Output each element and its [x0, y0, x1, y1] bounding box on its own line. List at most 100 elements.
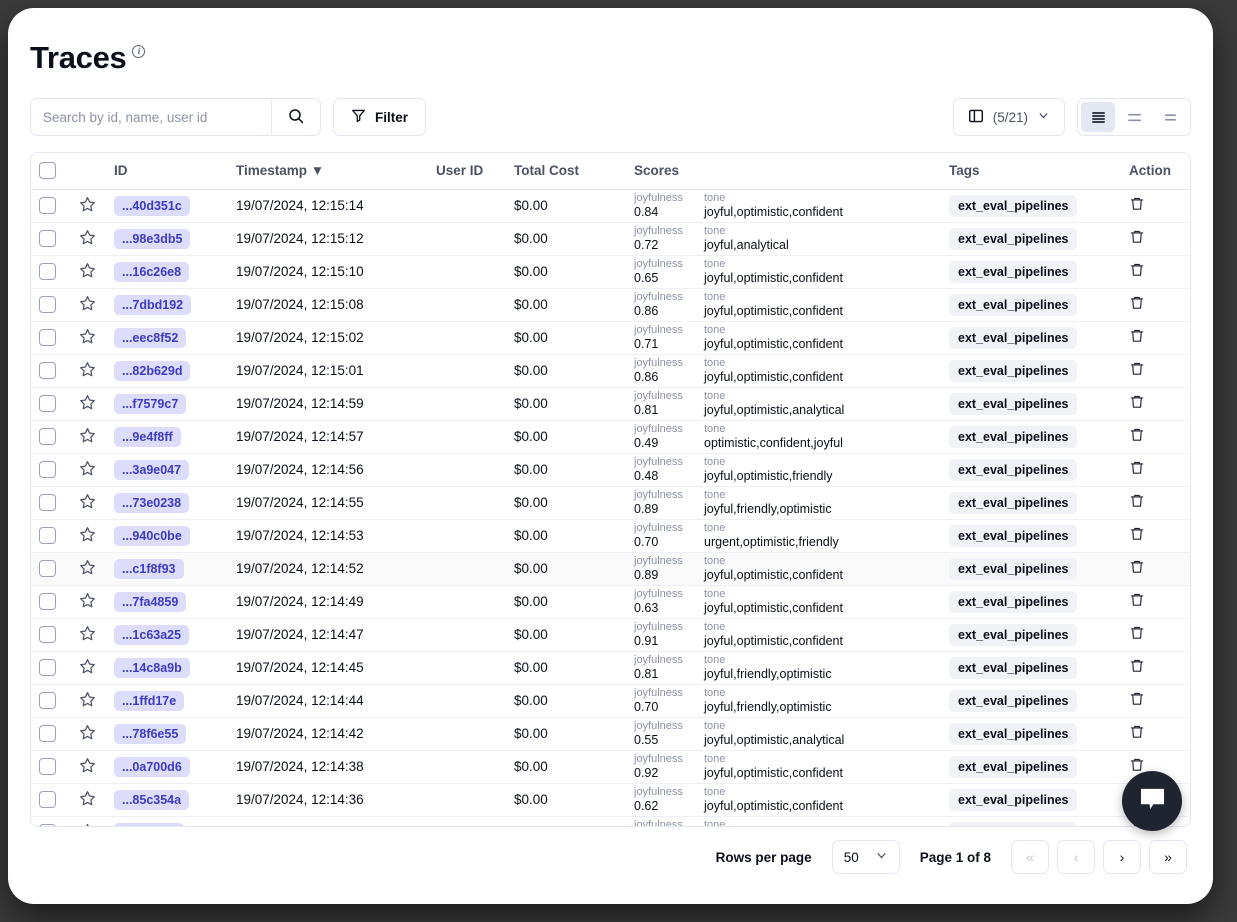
table-row[interactable]: ...73e0238 19/07/2024, 12:14:55 $0.00 joyfu…: [31, 486, 1190, 519]
star-icon[interactable]: [79, 493, 98, 513]
star-icon[interactable]: [79, 427, 98, 447]
delete-button[interactable]: [1129, 724, 1145, 743]
delete-button[interactable]: [1129, 394, 1145, 413]
table-row[interactable]: ...eec8f52 19/07/2024, 12:15:02 $0.00 joyfu…: [31, 321, 1190, 354]
row-checkbox[interactable]: [39, 296, 56, 313]
search-input[interactable]: [31, 99, 271, 135]
tag-badge[interactable]: ext_eval_pipelines: [949, 458, 1078, 481]
prev-page-button[interactable]: ‹: [1057, 840, 1095, 874]
delete-button[interactable]: [1129, 361, 1145, 380]
star-icon[interactable]: [79, 526, 98, 546]
header-scores[interactable]: Scores: [626, 153, 941, 190]
row-checkbox[interactable]: [39, 593, 56, 610]
trace-id-badge[interactable]: ...c1f8f93: [114, 558, 184, 579]
trace-id-badge[interactable]: ...eec8f52: [114, 327, 187, 348]
row-checkbox[interactable]: [39, 362, 56, 379]
delete-button[interactable]: [1129, 526, 1145, 545]
header-total-cost[interactable]: Total Cost: [506, 153, 626, 190]
delete-button[interactable]: [1129, 691, 1145, 710]
row-checkbox[interactable]: [39, 725, 56, 742]
table-row[interactable]: ...85c354a 19/07/2024, 12:14:36 $0.00 joyfu…: [31, 783, 1190, 816]
star-icon[interactable]: [79, 757, 98, 777]
star-icon[interactable]: [79, 790, 98, 810]
tag-badge[interactable]: ext_eval_pipelines: [949, 722, 1078, 745]
table-row[interactable]: ...9e4f8ff 19/07/2024, 12:14:57 $0.00 joyfu…: [31, 420, 1190, 453]
star-icon[interactable]: [79, 196, 98, 216]
delete-button[interactable]: [1129, 493, 1145, 512]
table-row[interactable]: ...0a700d6 19/07/2024, 12:14:38 $0.00 joyfu…: [31, 750, 1190, 783]
tag-badge[interactable]: ext_eval_pipelines: [949, 425, 1078, 448]
row-checkbox[interactable]: [39, 626, 56, 643]
density-medium-button[interactable]: [1117, 102, 1151, 132]
header-id[interactable]: ID: [106, 153, 228, 190]
delete-button[interactable]: [1129, 592, 1145, 611]
star-icon[interactable]: [79, 361, 98, 381]
delete-button[interactable]: [1129, 757, 1145, 776]
trace-id-badge[interactable]: ...85c354a: [114, 789, 190, 810]
row-checkbox[interactable]: [39, 461, 56, 478]
trace-id-badge[interactable]: ...98e3db5: [114, 228, 191, 249]
star-icon[interactable]: [79, 559, 98, 579]
header-user-id[interactable]: User ID: [428, 153, 506, 190]
tag-badge[interactable]: ext_eval_pipelines: [949, 821, 1078, 826]
tag-badge[interactable]: ext_eval_pipelines: [949, 557, 1078, 580]
trace-id-badge[interactable]: ...9e4f8ff: [114, 426, 181, 447]
star-icon[interactable]: [79, 592, 98, 612]
row-checkbox[interactable]: [39, 791, 56, 808]
trace-id-badge[interactable]: ...940c0be: [114, 525, 190, 546]
trace-id-badge[interactable]: ...78f6e55: [114, 723, 187, 744]
delete-button[interactable]: [1129, 262, 1145, 281]
trace-id-badge[interactable]: ...3a9e047: [114, 459, 190, 480]
row-checkbox[interactable]: [39, 758, 56, 775]
trace-id-badge[interactable]: ...7fa4859: [114, 591, 187, 612]
star-icon[interactable]: [79, 691, 98, 711]
tag-badge[interactable]: ext_eval_pipelines: [949, 227, 1078, 250]
rows-per-page-select[interactable]: 50: [831, 840, 900, 874]
table-row[interactable]: ...f7579c7 19/07/2024, 12:14:59 $0.00 joyfu…: [31, 387, 1190, 420]
chat-button[interactable]: [1122, 771, 1182, 831]
delete-button[interactable]: [1129, 196, 1145, 215]
table-row[interactable]: ...1ffd17e 19/07/2024, 12:14:44 $0.00 joyfu…: [31, 684, 1190, 717]
table-row[interactable]: ...14c8a9b 19/07/2024, 12:14:45 $0.00 joyfu…: [31, 651, 1190, 684]
select-all-checkbox[interactable]: [39, 162, 56, 180]
star-icon[interactable]: [79, 295, 98, 315]
next-page-button[interactable]: ›: [1103, 840, 1141, 874]
row-checkbox[interactable]: [39, 329, 56, 346]
header-timestamp[interactable]: Timestamp ▼: [228, 153, 428, 190]
table-row[interactable]: ...40d351c 19/07/2024, 12:15:14 $0.00 joyfu…: [31, 189, 1190, 222]
tag-badge[interactable]: ext_eval_pipelines: [949, 590, 1078, 613]
delete-button[interactable]: [1129, 625, 1145, 644]
table-row[interactable]: ...16c26e8 19/07/2024, 12:15:10 $0.00 joyfu…: [31, 255, 1190, 288]
row-checkbox[interactable]: [39, 494, 56, 511]
trace-id-badge[interactable]: ...f7579c7: [114, 393, 187, 414]
delete-button[interactable]: [1129, 559, 1145, 578]
row-checkbox[interactable]: [39, 263, 56, 280]
star-icon[interactable]: [79, 460, 98, 480]
search-button[interactable]: [271, 99, 320, 135]
density-compact-button[interactable]: [1081, 102, 1115, 132]
row-checkbox[interactable]: [39, 692, 56, 709]
tag-badge[interactable]: ext_eval_pipelines: [949, 689, 1078, 712]
header-tags[interactable]: Tags: [941, 153, 1121, 190]
trace-id-badge[interactable]: ...82b629d: [114, 360, 191, 381]
table-row[interactable]: ...7dbd192 19/07/2024, 12:15:08 $0.00 joyfu…: [31, 288, 1190, 321]
table-row[interactable]: ...3a9e047 19/07/2024, 12:14:56 $0.00 joyfu…: [31, 453, 1190, 486]
tag-badge[interactable]: ext_eval_pipelines: [949, 491, 1078, 514]
last-page-button[interactable]: »: [1149, 840, 1187, 874]
tag-badge[interactable]: ext_eval_pipelines: [949, 293, 1078, 316]
table-row[interactable]: ...c1f8f93 19/07/2024, 12:14:52 $0.00 joyfu…: [31, 552, 1190, 585]
delete-button[interactable]: [1129, 427, 1145, 446]
tag-badge[interactable]: ext_eval_pipelines: [949, 260, 1078, 283]
trace-id-badge[interactable]: ...73e0238: [114, 492, 190, 513]
tag-badge[interactable]: ext_eval_pipelines: [949, 755, 1078, 778]
row-checkbox[interactable]: [39, 428, 56, 445]
table-row[interactable]: ...1c63a25 19/07/2024, 12:14:47 $0.00 joyfu…: [31, 618, 1190, 651]
table-row[interactable]: ...82b629d 19/07/2024, 12:15:01 $0.00 joyfu…: [31, 354, 1190, 387]
first-page-button[interactable]: «: [1011, 840, 1049, 874]
row-checkbox[interactable]: [39, 395, 56, 412]
column-selector-button[interactable]: (5/21): [952, 98, 1065, 136]
tag-badge[interactable]: ext_eval_pipelines: [949, 788, 1078, 811]
tag-badge[interactable]: ext_eval_pipelines: [949, 326, 1078, 349]
density-comfortable-button[interactable]: [1153, 102, 1187, 132]
star-icon[interactable]: [79, 724, 98, 744]
